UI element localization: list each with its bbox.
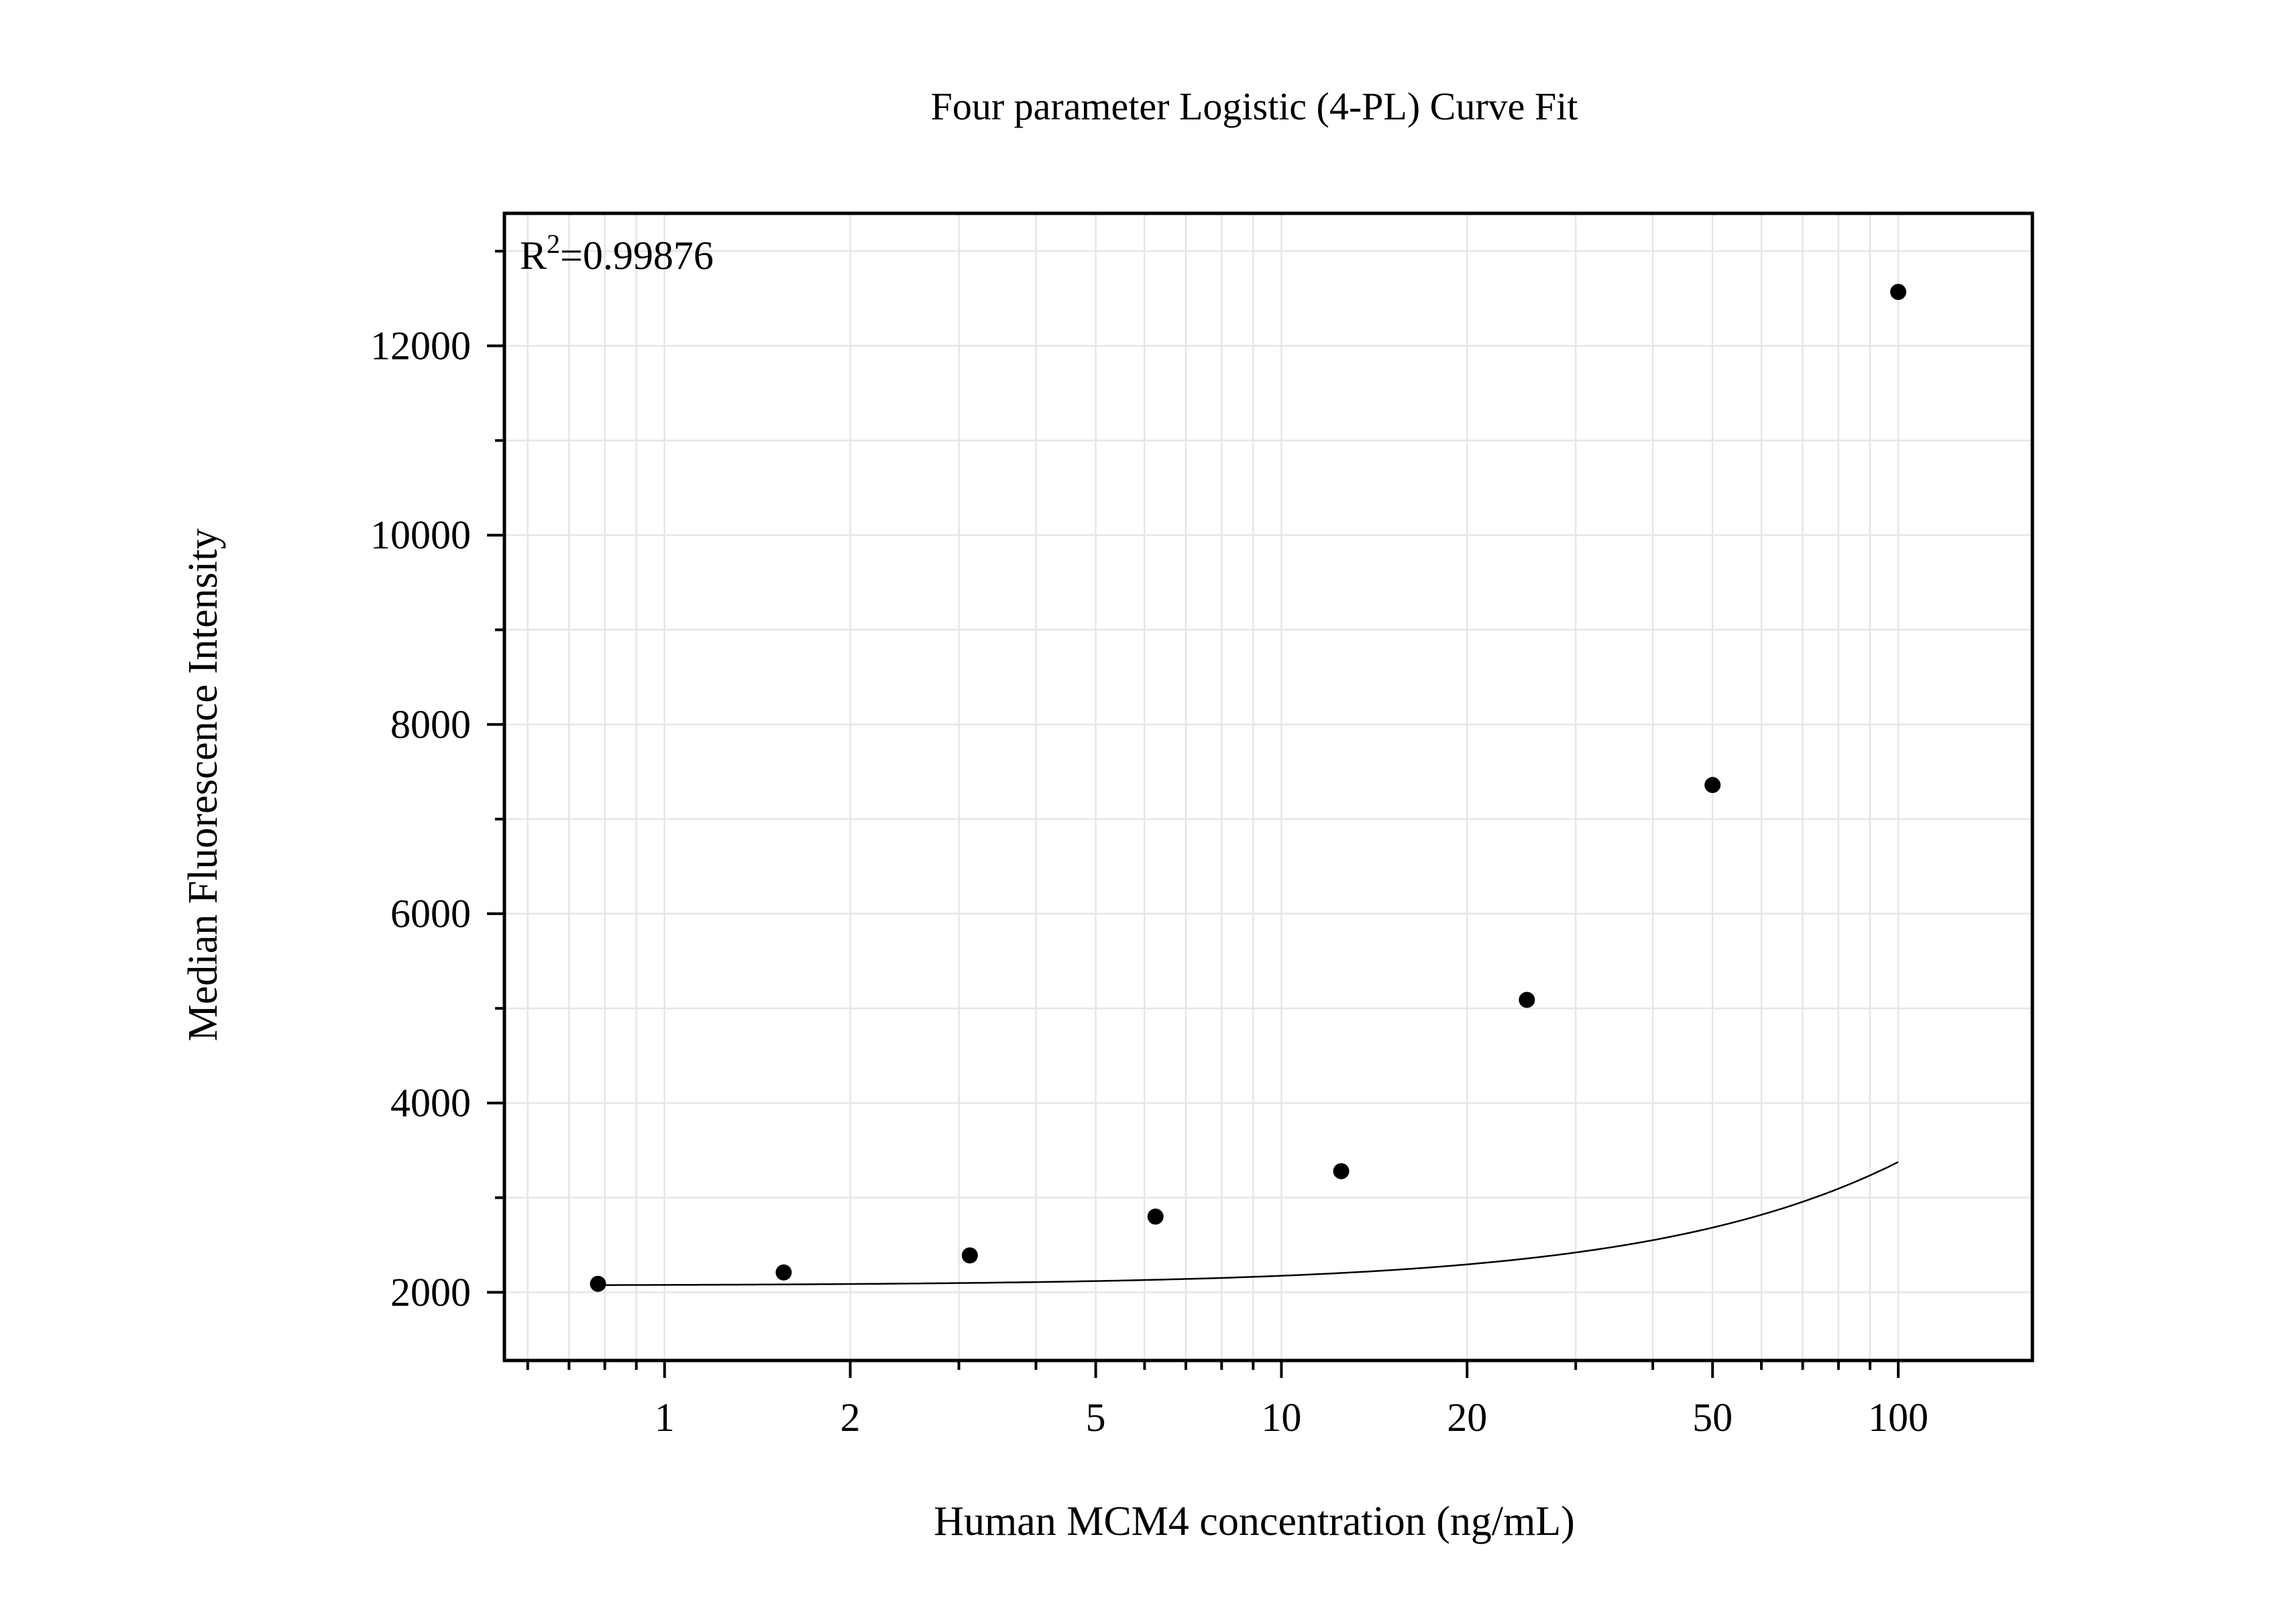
data-point bbox=[1704, 777, 1721, 794]
fit-curve bbox=[598, 1161, 1899, 1286]
r-squared-annotation: R2=0.99876 bbox=[520, 229, 714, 278]
r-squared-superscript: 2 bbox=[547, 229, 560, 259]
data-point bbox=[1333, 1163, 1350, 1179]
data-point bbox=[590, 1275, 606, 1292]
fit-curve-layer bbox=[598, 1161, 1899, 1286]
data-points bbox=[590, 284, 1906, 1292]
data-point bbox=[1890, 284, 1906, 301]
y-tick-label: 4000 bbox=[390, 1081, 471, 1125]
x-tick-labels: 1 2 5 10 20 50 100 bbox=[655, 1395, 1928, 1440]
x-tick-label: 1 bbox=[655, 1395, 675, 1440]
x-tick-label: 10 bbox=[1261, 1395, 1301, 1440]
y-tick-label: 2000 bbox=[390, 1270, 471, 1314]
plot-frame bbox=[502, 211, 2034, 1362]
data-point bbox=[1147, 1208, 1164, 1225]
y-tick-label: 10000 bbox=[370, 513, 471, 557]
grid-lines bbox=[504, 213, 2032, 1360]
y-tick-label: 6000 bbox=[390, 892, 471, 936]
y-tick-label: 12000 bbox=[370, 324, 471, 368]
x-tick-label: 5 bbox=[1086, 1395, 1106, 1440]
y-axis-label: Median Fluorescence Intensity bbox=[180, 529, 226, 1041]
x-axis-label: Human MCM4 concentration (ng/mL) bbox=[934, 1499, 1575, 1544]
axis-ticks bbox=[487, 250, 1900, 1378]
r-squared-base: R bbox=[520, 233, 547, 278]
chart-title: Four parameter Logistic (4-PL) Curve Fit bbox=[931, 85, 1578, 128]
r-squared-value: =0.99876 bbox=[560, 233, 714, 278]
data-point bbox=[775, 1264, 792, 1281]
data-point bbox=[961, 1247, 978, 1264]
x-tick-label: 20 bbox=[1447, 1395, 1487, 1440]
y-tick-labels: 2000 4000 6000 8000 10000 12000 bbox=[370, 324, 471, 1315]
data-point bbox=[1519, 992, 1535, 1008]
x-tick-label: 2 bbox=[840, 1395, 861, 1440]
x-tick-label: 100 bbox=[1868, 1395, 1928, 1440]
x-tick-label: 50 bbox=[1692, 1395, 1733, 1440]
y-tick-label: 8000 bbox=[390, 702, 471, 747]
